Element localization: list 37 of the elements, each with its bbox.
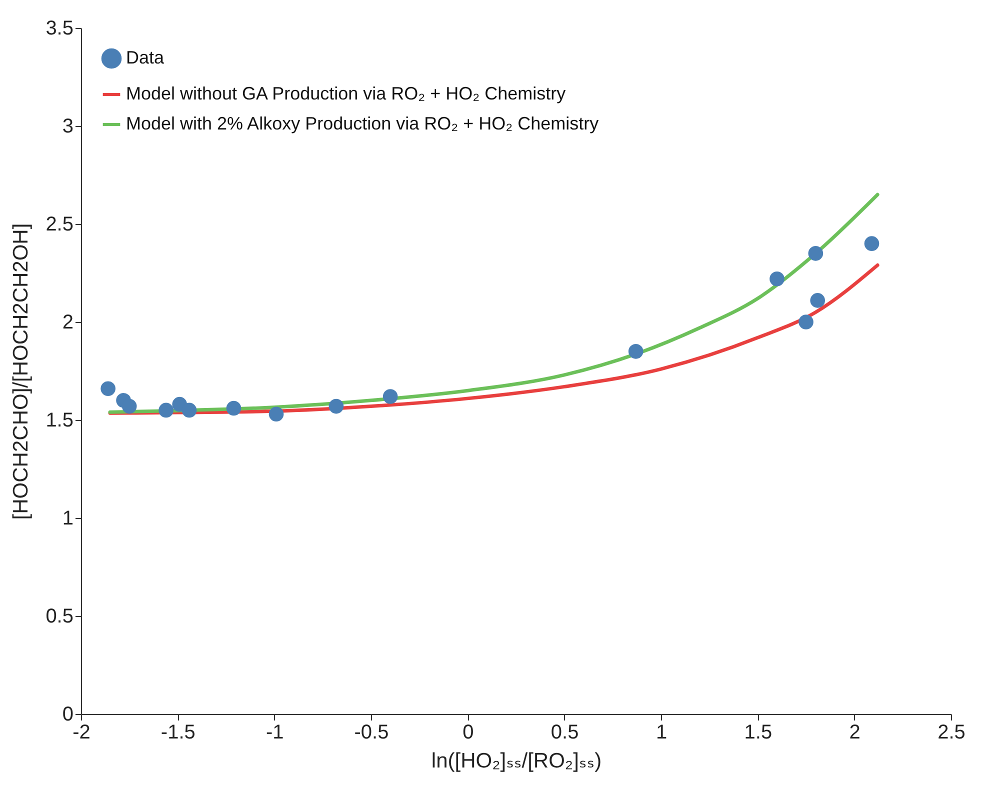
point — [808, 246, 824, 261]
x-tick-label: 1 — [656, 722, 668, 744]
point — [158, 402, 174, 418]
y-tick-label: 1 — [62, 508, 74, 530]
point — [628, 344, 644, 359]
y-tick-label: 2.5 — [46, 214, 74, 236]
y-tick-label: 3 — [62, 116, 74, 138]
x-tick-label: 0.5 — [550, 722, 579, 744]
point — [226, 400, 242, 416]
legend-label: Model without GA Production via RO₂ + HO₂ Chemistry — [126, 84, 566, 104]
legend-label: Model with 2% Alkoxy Production via RO₂ + HO₂ Chemistry — [126, 114, 599, 134]
point — [268, 406, 284, 422]
point — [810, 293, 826, 308]
x-tick-label: 1.5 — [744, 722, 772, 744]
x-tick-label: 2 — [849, 722, 860, 744]
point — [100, 381, 116, 396]
x-tick-label: 2.5 — [938, 722, 966, 744]
x-tick-label: 0 — [462, 722, 474, 744]
x-tick-label: -1.5 — [160, 722, 196, 744]
x-tick-label: -1 — [266, 722, 284, 744]
x-axis-title: ln([HO₂]ₛₛ/[RO₂]ₛₛ) — [431, 750, 602, 772]
point — [864, 236, 880, 251]
legend-label: Data — [126, 48, 166, 68]
y-tick-label: 2 — [62, 312, 74, 334]
point — [770, 271, 784, 286]
point — [382, 389, 398, 404]
y-axis-title: [HOCH2CHO]/[HOCH2CH2OH] — [10, 223, 33, 520]
y-tick-label: 3.5 — [46, 18, 74, 40]
point — [798, 314, 814, 330]
point — [182, 402, 197, 418]
point — [328, 398, 344, 414]
x-tick-label: -0.5 — [354, 722, 389, 744]
y-tick-label: 1.5 — [46, 410, 74, 432]
x-tick-label: -2 — [72, 722, 90, 744]
point — [122, 398, 137, 414]
y-tick-label: 0 — [62, 704, 74, 726]
y-tick-label: 0.5 — [46, 606, 74, 628]
